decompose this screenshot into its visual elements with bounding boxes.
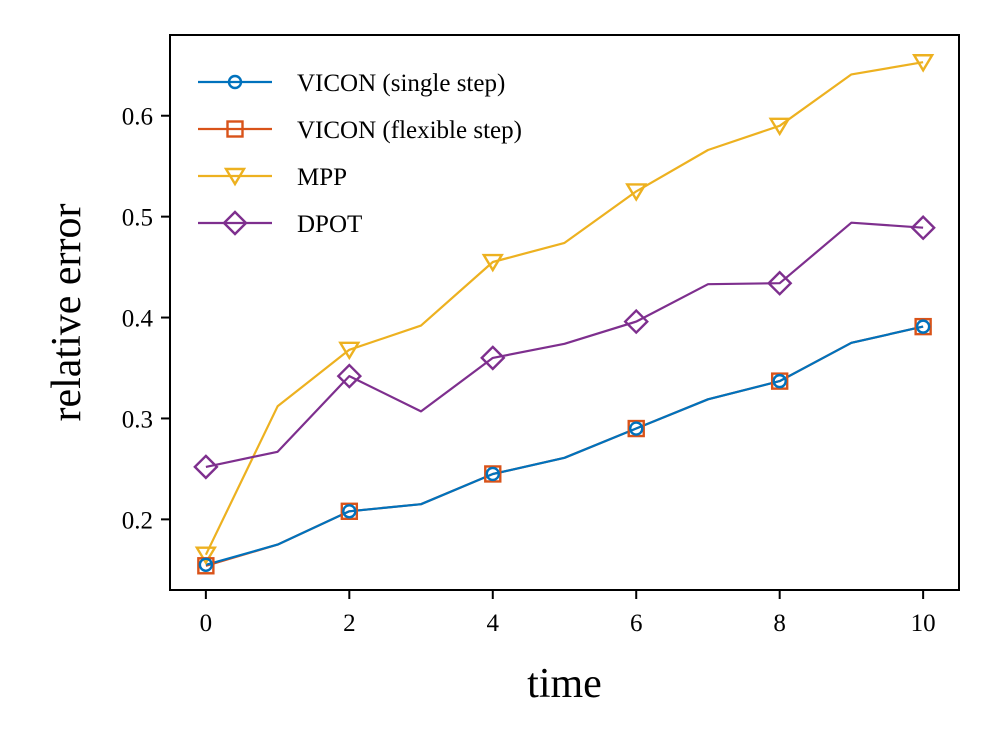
legend-label-1: VICON (single step)	[297, 70, 505, 97]
series-1-point	[342, 504, 357, 519]
series-line-4	[205, 221, 924, 468]
series-2-point	[914, 317, 932, 336]
series-2-point	[484, 465, 502, 483]
series-line-3	[204, 61, 924, 556]
x-tick-label: 0	[200, 610, 213, 637]
y-axis-title: relative error	[44, 203, 90, 421]
legend-label-4: DPOT	[297, 211, 362, 238]
series-1-point	[485, 466, 500, 482]
series-1-point	[915, 319, 931, 334]
y-axis: 0.2 0.3 0.4 0.5 0.6	[122, 104, 170, 534]
legend-label-2: VICON (flexible step)	[297, 117, 522, 144]
series-3-point	[768, 117, 791, 137]
series-3-point	[625, 183, 648, 202]
y-tick-label: 0.3	[122, 406, 153, 433]
legend: VICON (single step) VICON (flexible step)…	[198, 70, 522, 238]
series-3-point	[194, 546, 217, 566]
plot-markers	[193, 54, 936, 575]
series-3-point	[338, 341, 361, 361]
legend-marker-1	[227, 74, 243, 90]
series-1-point	[629, 421, 644, 436]
series-4-point	[910, 215, 936, 241]
y-tick-label: 0.4	[122, 306, 154, 333]
series-4-point	[623, 308, 649, 335]
series-4-point	[336, 363, 363, 389]
x-tick-label: 8	[773, 610, 786, 637]
plot-lines	[204, 61, 924, 567]
series-2-point	[627, 419, 645, 438]
series-3-point	[481, 253, 504, 273]
legend-label-3: MPP	[297, 164, 347, 191]
series-line-1	[205, 325, 924, 566]
series-4-point	[766, 270, 793, 296]
series-4-point	[480, 345, 506, 371]
series-1-point	[198, 557, 214, 572]
plot-frame	[169, 34, 960, 591]
series-3-point	[912, 54, 935, 73]
x-tick-label: 4	[487, 610, 500, 637]
legend-marker-4	[222, 210, 248, 236]
x-axis: 0 2 4 6 8 10	[200, 590, 936, 637]
x-tick-label: 6	[630, 610, 643, 637]
y-tick-label: 0.2	[122, 507, 153, 534]
series-1-point	[772, 373, 787, 389]
x-axis-title: time	[527, 661, 602, 707]
x-tick-label: 2	[343, 610, 356, 637]
y-tick-label: 0.6	[122, 104, 153, 131]
legend-marker-3	[223, 167, 247, 187]
series-2-point	[340, 502, 359, 520]
legend-marker-2	[226, 120, 244, 138]
series-4-point	[193, 454, 219, 480]
x-tick-label: 10	[911, 610, 936, 637]
series-2-point	[770, 372, 789, 390]
y-tick-label: 0.5	[122, 205, 153, 232]
